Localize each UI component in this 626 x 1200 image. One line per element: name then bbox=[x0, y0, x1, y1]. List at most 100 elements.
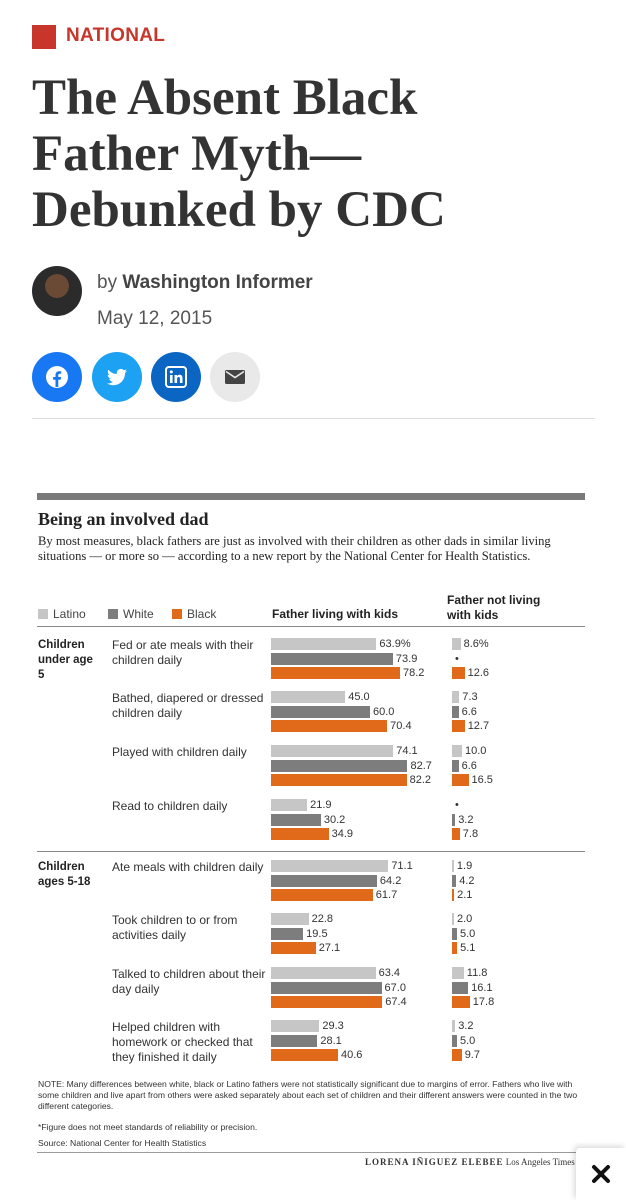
value-label: 5.0 bbox=[460, 927, 476, 940]
share-facebook[interactable] bbox=[32, 352, 82, 402]
panel-title: Father living with kids bbox=[272, 607, 399, 621]
category-label: Ate meals with children daily bbox=[112, 860, 264, 874]
value-label: 16.5 bbox=[471, 774, 493, 786]
bar bbox=[452, 813, 456, 826]
section-label[interactable]: NATIONAL bbox=[66, 25, 166, 46]
value-label: 17.8 bbox=[472, 996, 495, 1008]
value-label: 7.8 bbox=[462, 828, 479, 840]
bar bbox=[452, 828, 460, 840]
chart-note: NOTE: Many differences between white, bl… bbox=[38, 1079, 578, 1111]
credit-name: LORENA IÑIGUEZ ELEBEE bbox=[365, 1157, 504, 1167]
bottom-rule bbox=[37, 1152, 585, 1153]
value-label: 70.4 bbox=[390, 720, 412, 732]
value-label: 3.2 bbox=[458, 1020, 474, 1032]
bar bbox=[271, 720, 388, 732]
value-label: 9.7 bbox=[464, 1049, 480, 1061]
bar bbox=[271, 638, 377, 650]
category-label: Read to children daily bbox=[112, 799, 228, 813]
chart-credit: LORENA IÑIGUEZ ELEBEE Los Angeles Times bbox=[365, 1157, 578, 1167]
bar bbox=[452, 745, 462, 757]
value-label: 3.2 bbox=[458, 813, 474, 826]
bar bbox=[271, 913, 309, 925]
bar bbox=[271, 652, 393, 665]
value-label: 45.0 bbox=[348, 691, 370, 703]
value-label: 11.8 bbox=[466, 967, 488, 979]
bar bbox=[271, 813, 321, 826]
bar bbox=[452, 942, 458, 954]
value-label: 34.9 bbox=[331, 828, 353, 840]
value-label: 71.1 bbox=[391, 860, 413, 872]
value-label: 67.4 bbox=[385, 996, 407, 1008]
value-label: 16.1 bbox=[471, 981, 493, 994]
bar bbox=[452, 981, 469, 994]
value-label: 2.0 bbox=[457, 913, 473, 925]
chart-source: Source: National Center for Health Stati… bbox=[38, 1138, 207, 1148]
value-label: 63.9% bbox=[379, 638, 411, 650]
bar bbox=[452, 1049, 462, 1061]
value-label: 12.7 bbox=[467, 720, 490, 732]
value-label: 5.1 bbox=[460, 942, 476, 954]
bar bbox=[452, 1020, 456, 1032]
bar bbox=[271, 942, 316, 954]
author-avatar[interactable] bbox=[32, 266, 82, 316]
bar bbox=[452, 996, 470, 1008]
value-label: 10.0 bbox=[465, 745, 487, 757]
bar bbox=[452, 913, 454, 925]
value-label: 64.2 bbox=[379, 874, 402, 887]
bar bbox=[271, 1034, 318, 1047]
bar bbox=[452, 638, 461, 650]
bar bbox=[452, 1034, 457, 1047]
bar bbox=[452, 759, 459, 772]
value-label: 61.7 bbox=[375, 889, 398, 901]
value-label: 82.2 bbox=[409, 774, 432, 786]
value-label: 29.3 bbox=[322, 1020, 344, 1032]
bar bbox=[271, 967, 376, 979]
byline: by Washington Informer bbox=[97, 272, 313, 294]
bar bbox=[271, 981, 382, 994]
share-twitter[interactable] bbox=[92, 352, 142, 402]
linkedin-icon bbox=[165, 366, 187, 388]
share-linkedin[interactable] bbox=[151, 352, 201, 402]
value-label: 73.9 bbox=[395, 652, 418, 665]
publish-date: May 12, 2015 bbox=[97, 308, 213, 329]
chart-subtitle: By most measures, black fathers are just… bbox=[38, 534, 551, 563]
value-label: 1.9 bbox=[456, 860, 473, 872]
bar bbox=[271, 691, 346, 703]
value-label: 63.4 bbox=[378, 967, 401, 979]
bar bbox=[271, 759, 408, 772]
legend-swatch bbox=[108, 609, 118, 619]
value-label: • bbox=[455, 799, 459, 811]
bar bbox=[271, 1020, 320, 1032]
bar bbox=[271, 774, 407, 786]
close-button[interactable] bbox=[576, 1148, 626, 1200]
bar bbox=[452, 967, 464, 979]
bar bbox=[271, 860, 389, 872]
article-title: The Absent Black Father Myth—Debunked by… bbox=[32, 70, 446, 238]
category-label: Helped children with homework or checked… bbox=[112, 1020, 253, 1064]
author-link[interactable]: Washington Informer bbox=[122, 272, 313, 293]
header-rule bbox=[37, 626, 585, 627]
facebook-icon bbox=[46, 366, 68, 388]
close-icon bbox=[592, 1165, 610, 1183]
value-label: 22.8 bbox=[311, 913, 334, 925]
bar bbox=[452, 705, 459, 718]
value-label: 82.7 bbox=[410, 759, 432, 772]
value-label: 5.0 bbox=[460, 1034, 476, 1047]
bar bbox=[271, 1049, 338, 1061]
value-label: 21.9 bbox=[310, 799, 332, 811]
category-label: Took children to or from activities dail… bbox=[112, 913, 238, 942]
category-label: Bathed, diapered or dressed children dai… bbox=[112, 691, 264, 720]
value-label: 78.2 bbox=[403, 667, 425, 679]
category-label: Played with children daily bbox=[112, 745, 247, 759]
legend-label: Latino bbox=[53, 607, 86, 621]
value-label: 67.0 bbox=[384, 981, 406, 994]
value-label: 4.2 bbox=[459, 874, 475, 887]
bar bbox=[271, 667, 401, 679]
share-email[interactable] bbox=[210, 352, 260, 402]
legend-swatch bbox=[38, 609, 48, 619]
value-label: 6.6 bbox=[461, 705, 477, 718]
bar bbox=[271, 828, 329, 840]
bar bbox=[452, 927, 457, 940]
bar bbox=[452, 774, 469, 786]
